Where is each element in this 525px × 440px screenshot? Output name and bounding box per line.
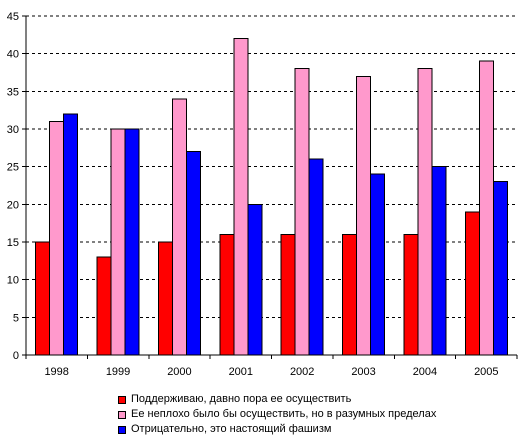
bar-1999-s1 [110,128,126,356]
bar-2005-s2 [492,181,508,356]
bar-2000-s2 [185,151,201,356]
x-tick-label: 2000 [167,366,191,378]
legend-item-moderate: Ее неплохо было бы осуществить, но в раз… [118,407,436,422]
y-tick-label: 45 [7,11,19,23]
y-tick-label: 35 [7,86,19,98]
bar-1998-s1 [49,120,65,356]
bar-1999-s0 [96,256,112,356]
bar-2000-s0 [157,241,173,356]
legend-label-negative: Отрицательно, это настоящий фашизм [131,423,332,435]
y-tick-label: 20 [7,199,19,211]
x-tick-label: 2003 [351,366,375,378]
bar-1998-s0 [35,241,51,356]
bar-2001-s1 [233,38,249,356]
bar-2003-s0 [342,233,358,356]
x-tick-label: 2002 [290,366,314,378]
bar-1999-s2 [124,128,140,356]
bar-2001-s2 [247,203,263,356]
bar-2002-s0 [280,233,296,356]
bar-2005-s0 [464,211,480,356]
y-tick-label: 40 [7,49,19,61]
x-tick-label: 2001 [229,366,253,378]
legend-label-moderate: Ее неплохо было бы осуществить, но в раз… [131,408,437,420]
bar-2000-s1 [171,98,187,356]
bar-2004-s1 [417,68,433,356]
bar-2004-s0 [403,233,419,356]
y-tick-label: 30 [7,124,19,136]
bar-2002-s1 [294,68,310,356]
legend-swatch-pink [118,410,126,419]
bar-2002-s2 [308,158,324,356]
y-tick-label: 0 [13,350,19,362]
x-tick-label: 2004 [413,366,437,378]
y-tick-label: 15 [7,237,19,249]
legend-item-negative: Отрицательно, это настоящий фашизм [118,422,436,437]
legend: Поддерживаю, давно пора ее осуществить Е… [118,392,436,437]
y-tick-label: 10 [7,275,19,287]
bar-2004-s2 [431,166,447,356]
bar-1998-s2 [63,113,79,356]
x-tick-label: 1998 [44,366,68,378]
bar-2003-s1 [356,75,372,356]
legend-swatch-red [118,395,126,404]
legend-item-support: Поддерживаю, давно пора ее осуществить [118,392,436,407]
x-tick-label: 2005 [474,366,498,378]
bar-2003-s2 [370,173,386,356]
y-tick-label: 5 [13,312,19,324]
x-tick-label: 1999 [106,366,130,378]
legend-label-support: Поддерживаю, давно пора ее осуществить [131,393,352,405]
legend-swatch-blue [118,425,126,434]
bar-2005-s1 [478,60,494,356]
bar-2001-s0 [219,233,235,356]
y-tick-label: 25 [7,162,19,174]
